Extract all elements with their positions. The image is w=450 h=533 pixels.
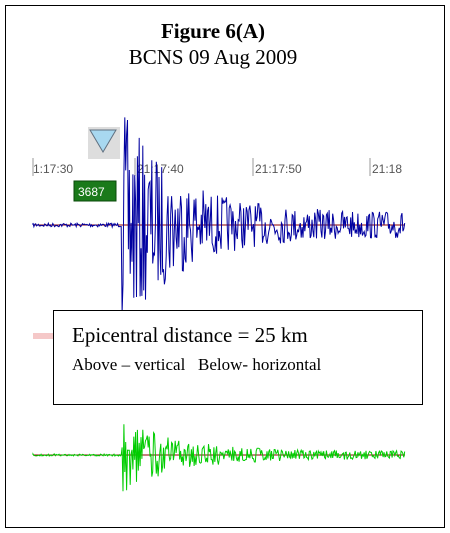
station-label: 3687 <box>78 185 105 199</box>
time-axis: 1:17:30 21:17:40 21:17:50 21:18 <box>32 158 402 176</box>
annotation-box: Epicentral distance = 25 km Above – vert… <box>53 310 423 405</box>
time-tick-label: 21:18 <box>372 162 402 176</box>
station-badge <box>73 180 117 202</box>
epicentral-distance-text: Epicentral distance = 25 km <box>72 323 308 347</box>
figure-frame <box>5 5 445 528</box>
pick-marker-icon <box>89 129 117 153</box>
time-tick-label: 1:17:30 <box>33 162 73 176</box>
horizontal-component-trace <box>32 424 406 492</box>
component-legend-text: Above – vertical Below- horizontal <box>72 355 322 374</box>
faint-trace-mark <box>33 333 55 339</box>
time-tick-label: 21:17:50 <box>255 162 302 176</box>
figure-title: Figure 6(A) <box>160 19 265 43</box>
vertical-component-trace <box>32 117 406 313</box>
time-tick-label: 21:17:40 <box>137 162 184 176</box>
figure-subtitle: BCNS 09 Aug 2009 <box>128 45 298 69</box>
